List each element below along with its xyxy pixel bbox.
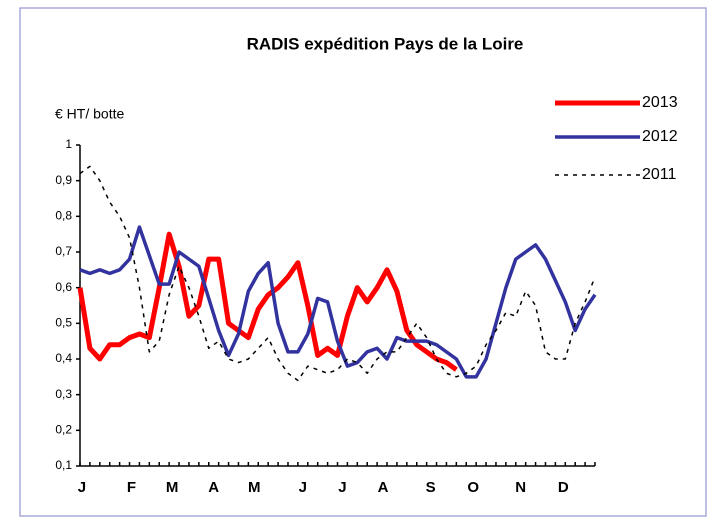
y-tick-label: 0,3 xyxy=(55,387,72,401)
series-line xyxy=(77,231,458,372)
y-tick-label: 0,2 xyxy=(55,423,72,437)
y-tick-label: 0,5 xyxy=(55,316,72,330)
x-tick-label: F xyxy=(127,479,136,496)
y-tick-label: 0,8 xyxy=(55,209,72,223)
y-tick-label: 0,6 xyxy=(55,280,72,294)
chart-border xyxy=(19,7,707,517)
y-tick-label: 0,1 xyxy=(55,458,72,472)
x-tick-label: A xyxy=(378,479,389,496)
x-tick-label: A xyxy=(208,479,219,496)
x-tick-label: O xyxy=(467,479,479,496)
y-tick-label: 0,9 xyxy=(55,173,72,187)
x-tick-label: M xyxy=(248,479,261,496)
series-line xyxy=(79,225,597,379)
y-axis-label: € HT/ botte xyxy=(55,106,124,122)
x-tick-label: J xyxy=(338,479,346,496)
x-tick-label: S xyxy=(426,479,436,496)
legend-label: 2013 xyxy=(642,94,678,111)
x-tick-label: J xyxy=(299,479,307,496)
y-tick-label: 1 xyxy=(65,137,72,151)
chart-title: RADIS expédition Pays de la Loire xyxy=(247,34,524,53)
x-tick-label: J xyxy=(78,479,86,496)
y-tick-label: 0,4 xyxy=(55,351,72,365)
x-tick-label: N xyxy=(515,479,526,496)
y-tick-label: 0,7 xyxy=(55,244,72,258)
legend-label: 2011 xyxy=(642,166,677,183)
x-tick-label: D xyxy=(558,479,569,496)
legend-label: 2012 xyxy=(642,128,678,145)
x-tick-label: M xyxy=(166,479,179,496)
